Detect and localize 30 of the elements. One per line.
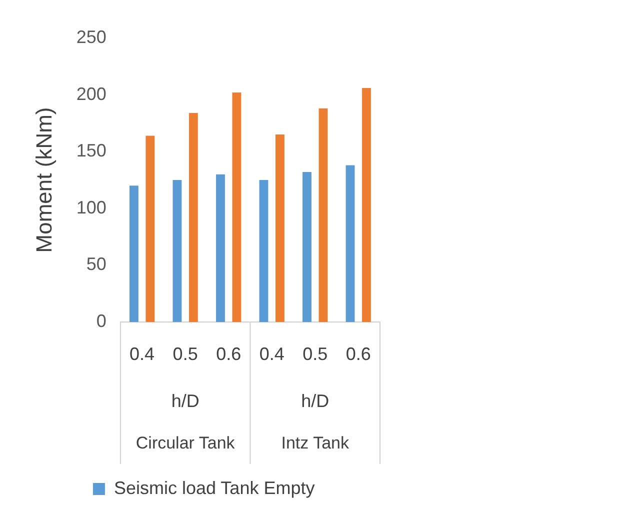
y-tick-label: 200 [76, 84, 106, 104]
text: h/D [171, 390, 200, 411]
bar [275, 134, 284, 322]
bar [362, 88, 371, 322]
y-tick-label: 150 [76, 140, 106, 161]
x-tick-label: 0.6 [346, 344, 371, 364]
bar [259, 180, 268, 322]
x-tick-label: 0.6 [216, 344, 242, 364]
text: Intz Tank [281, 434, 350, 453]
y-tick-label: 50 [86, 254, 106, 274]
text: Circular Tank [136, 434, 236, 453]
bar [146, 136, 155, 322]
x-tick-label: 0.5 [302, 344, 328, 364]
bar [318, 108, 328, 322]
x-tick-label: 0.5 [172, 344, 198, 364]
y-axis-title: Moment (kNm) [31, 107, 56, 253]
y-tick-label: 0 [96, 310, 106, 331]
bar [216, 174, 225, 322]
bar [232, 92, 242, 322]
y-tick-label: 100 [76, 197, 106, 218]
bar [129, 186, 138, 322]
bar [188, 112, 198, 322]
text: h/D [301, 390, 330, 411]
bar [172, 180, 182, 322]
legend-label: Seismic load Tank Empty [114, 478, 315, 498]
bar [346, 165, 355, 322]
y-tick-label: 250 [76, 26, 106, 47]
bar [302, 172, 312, 322]
x-tick-label: 0.4 [259, 344, 284, 364]
x-tick-label: 0.4 [130, 344, 155, 364]
